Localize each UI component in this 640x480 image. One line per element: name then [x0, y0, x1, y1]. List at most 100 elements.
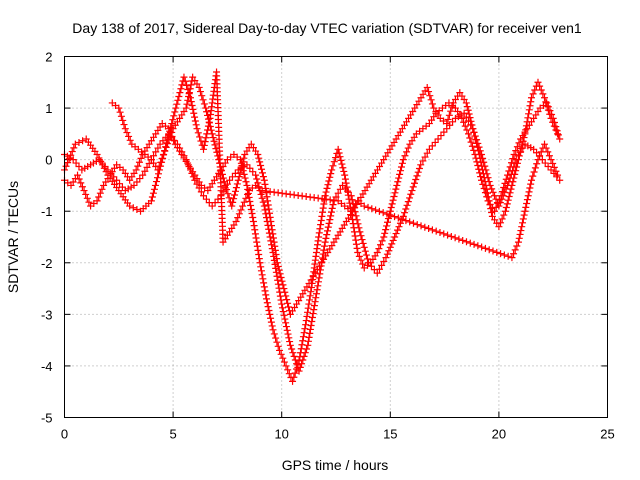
data-point — [148, 193, 156, 201]
data-point — [160, 150, 168, 158]
data-point — [486, 201, 494, 209]
data-point — [243, 190, 251, 198]
data-point — [354, 248, 362, 256]
data-point — [554, 130, 562, 138]
data-point — [324, 181, 332, 189]
data-point — [544, 148, 552, 156]
data-point — [526, 102, 534, 110]
data-point — [199, 96, 207, 104]
data-point — [178, 148, 186, 156]
data-point — [133, 205, 141, 213]
data-point — [302, 317, 310, 325]
data-point — [259, 173, 267, 181]
data-point — [514, 159, 522, 167]
data-point — [324, 227, 332, 235]
data-point — [264, 201, 272, 209]
chart-title: Day 138 of 2017, Sidereal Day-to-day VTE… — [72, 20, 582, 36]
data-point — [355, 224, 363, 232]
data-point — [280, 358, 288, 366]
data-point — [417, 222, 425, 230]
data-point — [278, 277, 286, 285]
data-point — [383, 250, 391, 258]
data-point — [328, 166, 336, 174]
data-point — [268, 322, 276, 330]
data-point — [164, 135, 172, 143]
data-point — [234, 214, 242, 222]
data-point — [397, 167, 405, 175]
data-point — [312, 294, 320, 302]
data-point — [470, 240, 478, 248]
data-point — [380, 257, 388, 265]
data-point — [425, 225, 433, 233]
data-point — [519, 137, 527, 145]
data-point — [353, 244, 361, 252]
data-point — [417, 161, 425, 169]
data-point — [204, 126, 212, 134]
data-point — [252, 171, 260, 179]
data-point — [96, 189, 104, 197]
data-point — [259, 198, 267, 206]
data-point — [403, 148, 411, 156]
data-point — [266, 213, 274, 221]
data-point — [379, 209, 387, 217]
data-point — [542, 144, 550, 152]
data-point — [232, 218, 240, 226]
data-point — [115, 104, 123, 112]
data-point — [263, 193, 271, 201]
data-point — [83, 194, 91, 202]
data-point — [182, 156, 190, 164]
data-point — [177, 85, 185, 93]
data-point — [200, 141, 208, 149]
data-point — [352, 212, 360, 220]
data-point — [388, 200, 396, 208]
data-point — [211, 141, 219, 149]
data-point — [240, 170, 248, 178]
data-point — [516, 148, 524, 156]
data-point — [531, 164, 539, 172]
data-point — [288, 345, 296, 353]
data-point — [348, 196, 356, 204]
data-point — [525, 106, 533, 114]
data-point — [183, 100, 191, 108]
data-point — [519, 219, 527, 227]
plot-frame — [64, 56, 608, 418]
data-point — [194, 129, 202, 137]
data-point — [552, 126, 560, 134]
data-point — [507, 185, 515, 193]
data-point — [362, 251, 370, 259]
data-point — [487, 205, 495, 213]
data-point — [393, 181, 401, 189]
data-point — [237, 206, 245, 214]
data-point — [455, 235, 463, 243]
data-point — [509, 178, 517, 186]
data-point — [542, 98, 550, 106]
data-point — [387, 211, 395, 219]
data-point — [253, 175, 261, 183]
data-point — [286, 338, 294, 346]
data-point — [523, 199, 531, 207]
data-point — [270, 330, 278, 338]
data-point — [313, 286, 321, 294]
data-point — [161, 147, 169, 155]
data-point — [260, 283, 268, 291]
data-point — [82, 190, 90, 198]
data-point — [62, 162, 70, 170]
data-point — [391, 213, 399, 221]
data-point — [397, 163, 405, 171]
data-point — [335, 149, 343, 157]
data-point — [147, 197, 155, 205]
data-point — [323, 231, 331, 239]
data-point — [388, 240, 396, 248]
data-point — [196, 88, 204, 96]
data-point — [156, 166, 164, 174]
data-point — [392, 230, 400, 238]
data-point — [185, 163, 193, 171]
data-point — [303, 312, 311, 320]
data-point — [255, 154, 263, 162]
data-point — [440, 230, 448, 238]
data-point — [266, 209, 274, 217]
data-point — [307, 284, 315, 292]
data-point — [513, 163, 521, 171]
data-point — [310, 306, 318, 314]
